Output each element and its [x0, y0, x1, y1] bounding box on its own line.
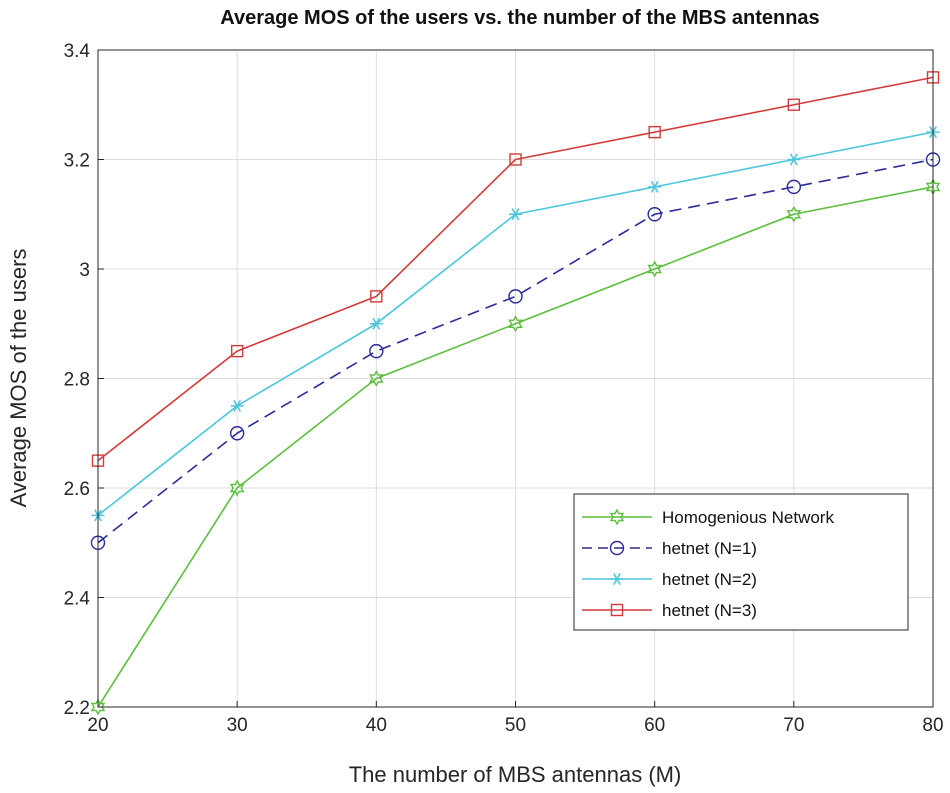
y-tick-label: 3.4: [64, 41, 91, 62]
legend-marker: [609, 540, 625, 556]
data-point: [370, 290, 383, 303]
data-point: [230, 344, 244, 358]
series-line: [97, 186, 934, 708]
legend-label: Homogenious Network: [662, 508, 834, 527]
data-point: [369, 370, 384, 387]
data-point: [787, 98, 801, 111]
legend-entry: hetnet (N=2): [582, 570, 757, 589]
y-tick-label: 2.8: [64, 370, 90, 391]
data-point: [369, 343, 384, 359]
legend-entry: hetnet (N=3): [582, 601, 757, 620]
x-tick-label: 50: [505, 715, 526, 736]
data-point: [509, 153, 522, 166]
legend-label: hetnet (N=1): [662, 539, 757, 558]
legend-marker: [610, 603, 624, 617]
y-tick-label: 3.2: [64, 151, 90, 172]
y-axis-ticks: 2.2 2.4 2.6 2.8 3 3.2 3.4: [64, 41, 104, 719]
y-tick-label: 2.6: [64, 479, 90, 500]
x-tick-label: 20: [87, 715, 108, 736]
series-2: [91, 126, 940, 522]
x-tick-label: 40: [366, 715, 387, 736]
y-tick-label: 2.4: [64, 589, 91, 610]
x-tick-label: 70: [783, 715, 804, 736]
data-point: [786, 205, 802, 223]
data-point: [648, 180, 662, 193]
series-line: [97, 158, 934, 544]
data-point: [508, 289, 523, 304]
data-point: [509, 208, 522, 221]
legend-entry: Homogenious Network: [582, 508, 834, 527]
series-layer: [90, 71, 941, 716]
data-point: [647, 260, 662, 278]
legend-marker: [609, 508, 625, 526]
data-point: [90, 698, 106, 716]
data-point: [647, 207, 662, 222]
data-point: [229, 426, 245, 441]
legend-label: hetnet (N=3): [662, 601, 757, 620]
series-line: [97, 76, 934, 462]
x-tick-label: 60: [644, 715, 665, 736]
chart-title: Average MOS of the users vs. the number …: [220, 7, 819, 29]
legend-entry: hetnet (N=1): [582, 539, 757, 558]
data-point: [508, 315, 523, 333]
legend-items: Homogenious Network hetnet (N=1) hetnet (N…: [582, 508, 834, 620]
x-tick-label: 30: [227, 715, 248, 736]
data-point: [787, 153, 801, 166]
legend: Homogenious Network hetnet (N=1) hetnet (N…: [573, 493, 909, 631]
data-point: [648, 125, 661, 139]
y-axis-label: Average MOS of the users: [6, 249, 31, 508]
data-point: [786, 179, 802, 195]
x-tick-label: 80: [922, 715, 943, 736]
legend-marker: [610, 572, 624, 586]
y-tick-label: 3: [79, 260, 90, 281]
series-3: [91, 71, 940, 467]
y-tick-label: 2.2: [64, 698, 90, 719]
x-axis-label: The number of MBS antennas (M): [349, 762, 682, 787]
legend-label: hetnet (N=2): [662, 570, 757, 589]
data-point: [369, 317, 383, 330]
data-point: [230, 399, 244, 412]
x-axis-ticks: 20 30 40 50 60 70 80: [87, 701, 944, 736]
data-point: [229, 479, 245, 497]
